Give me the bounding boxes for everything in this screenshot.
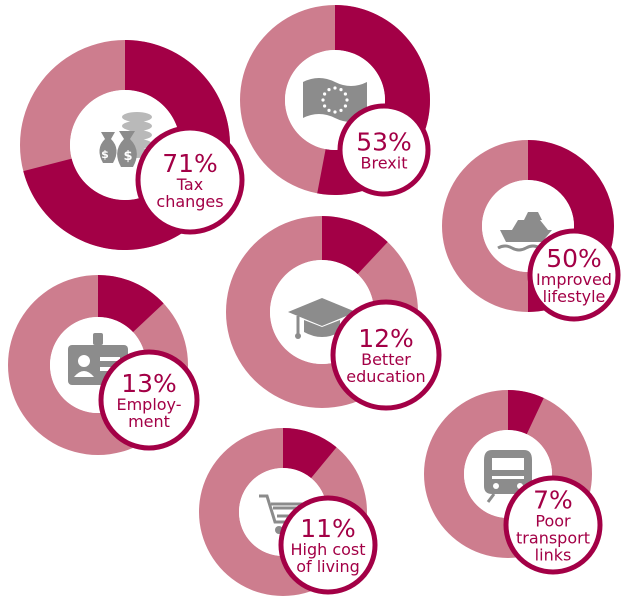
value-label: 50%: [546, 244, 602, 273]
svg-text:$: $: [101, 148, 109, 161]
category-label: Tax: [176, 175, 203, 194]
value-badge: [337, 103, 431, 197]
value-badge: [503, 475, 603, 575]
donut-group: 53%Brexit: [240, 4, 431, 197]
value-label: 13%: [121, 369, 177, 398]
category-label: education: [346, 367, 425, 386]
value-label: 71%: [162, 149, 218, 178]
category-label: links: [535, 546, 572, 565]
value-label: 53%: [356, 128, 412, 157]
value-badge: [98, 349, 200, 451]
value-label: 12%: [358, 324, 414, 353]
graduation-cap-icon: [288, 298, 356, 339]
value-badge: [135, 125, 245, 235]
donut-value-slice: [98, 275, 164, 333]
category-label: transport: [516, 529, 590, 548]
money-bags-coins-icon: $ $: [99, 112, 152, 167]
category-label: Better: [361, 350, 411, 369]
category-label: of living: [296, 557, 360, 576]
category-label: changes: [156, 192, 223, 211]
category-label: Brexit: [361, 154, 408, 173]
value-badge: [330, 299, 442, 411]
donut-value-slice: [283, 428, 337, 479]
donut-value-slice: [322, 216, 388, 275]
category-label: ment: [128, 412, 170, 431]
category-label: Employ-: [116, 395, 181, 414]
eu-flag-icon: [303, 78, 367, 122]
value-badge: [527, 228, 621, 322]
category-label: Improved: [536, 270, 612, 289]
donut-value-slice: [508, 390, 544, 435]
value-label: 7%: [533, 486, 573, 515]
value-badge: [278, 495, 378, 595]
donut-group: 13%Employ-ment: [7, 275, 200, 455]
category-label: Poor: [535, 512, 571, 531]
svg-text:$: $: [123, 149, 132, 164]
category-label: High cost: [290, 540, 365, 559]
value-label: 11%: [300, 514, 356, 543]
category-label: lifestyle: [543, 287, 606, 306]
